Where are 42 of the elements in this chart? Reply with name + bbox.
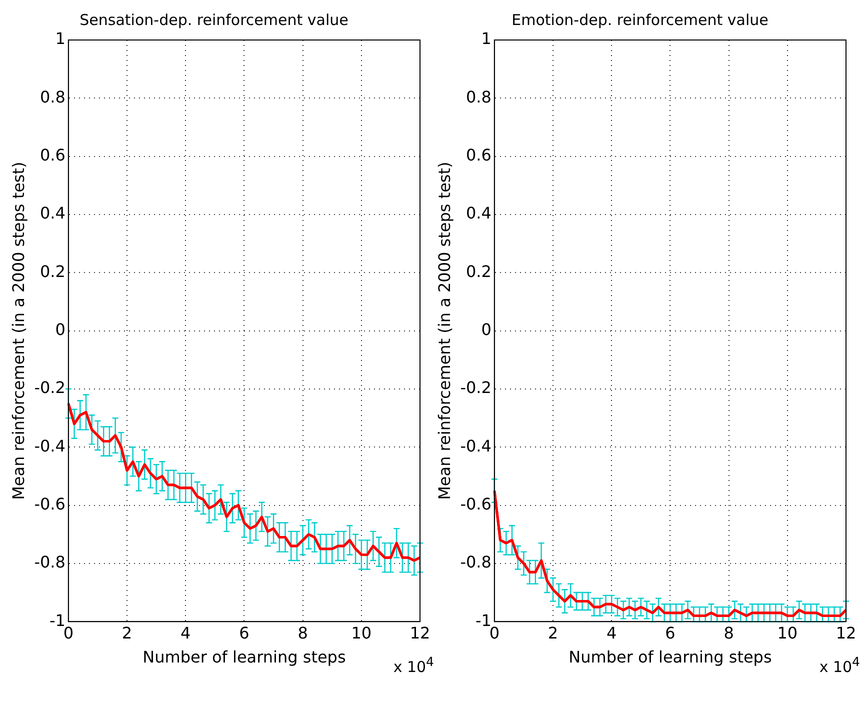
y-tick-label: -1: [475, 610, 492, 630]
y-tick-label: 0.4: [466, 204, 492, 223]
y-axis-title: Mean reinforcement (in a 2000 steps test): [8, 162, 28, 500]
x-tick-label: 2: [548, 623, 558, 642]
y-tick-label: 0.6: [40, 145, 66, 164]
x-tick-label: 6: [239, 623, 250, 642]
x-axis-title: Number of learning steps: [568, 648, 772, 667]
x-tick-label: 12: [836, 623, 856, 642]
y-tick-label: 0: [481, 320, 492, 339]
y-tick-label: 1: [55, 29, 66, 48]
y-tick-label: 0.8: [466, 87, 492, 106]
y-tick-label: -0.4: [34, 436, 66, 456]
x-tick-label: 6: [665, 623, 676, 642]
y-tick-label: -0.2: [460, 378, 492, 398]
x-axis-title: Number of learning steps: [142, 648, 346, 667]
y-tick-label: 0.2: [40, 262, 66, 281]
y-tick-label: -0.2: [34, 378, 66, 398]
y-tick-label: 1: [481, 29, 492, 48]
y-tick-label: -0.8: [460, 552, 492, 572]
x-tick-label: 10: [777, 623, 798, 642]
chart-title: Emotion-dep. reinforcement value: [512, 10, 768, 29]
y-tick-label: -0.6: [34, 494, 66, 514]
x-tick-label: 4: [180, 623, 191, 642]
x-tick-label: 12: [410, 623, 430, 642]
y-axis-title: Mean reinforcement (in a 2000 steps test): [434, 162, 454, 500]
y-tick-label: 0.4: [40, 204, 66, 223]
x-tick-label: 8: [724, 623, 734, 642]
x-tick-label: 2: [122, 623, 132, 642]
text: x 10$^{4}$: [393, 654, 434, 676]
y-tick-label: 0.6: [466, 145, 492, 164]
y-tick-label: -0.6: [460, 494, 492, 514]
y-tick-label: -0.4: [460, 436, 492, 456]
x-tick-label: 8: [298, 623, 308, 642]
y-tick-label: 0.8: [40, 87, 66, 106]
y-tick-label: 0: [55, 320, 66, 339]
x-tick-label: 4: [606, 623, 617, 642]
y-tick-label: 0.2: [466, 262, 492, 281]
y-tick-label: -1: [49, 610, 66, 630]
x-tick-label: 10: [351, 623, 372, 642]
chart-title: Sensation-dep. reinforcement value: [80, 10, 348, 29]
y-tick-label: -0.8: [34, 552, 66, 572]
text: x 10$^{4}$: [819, 654, 860, 676]
